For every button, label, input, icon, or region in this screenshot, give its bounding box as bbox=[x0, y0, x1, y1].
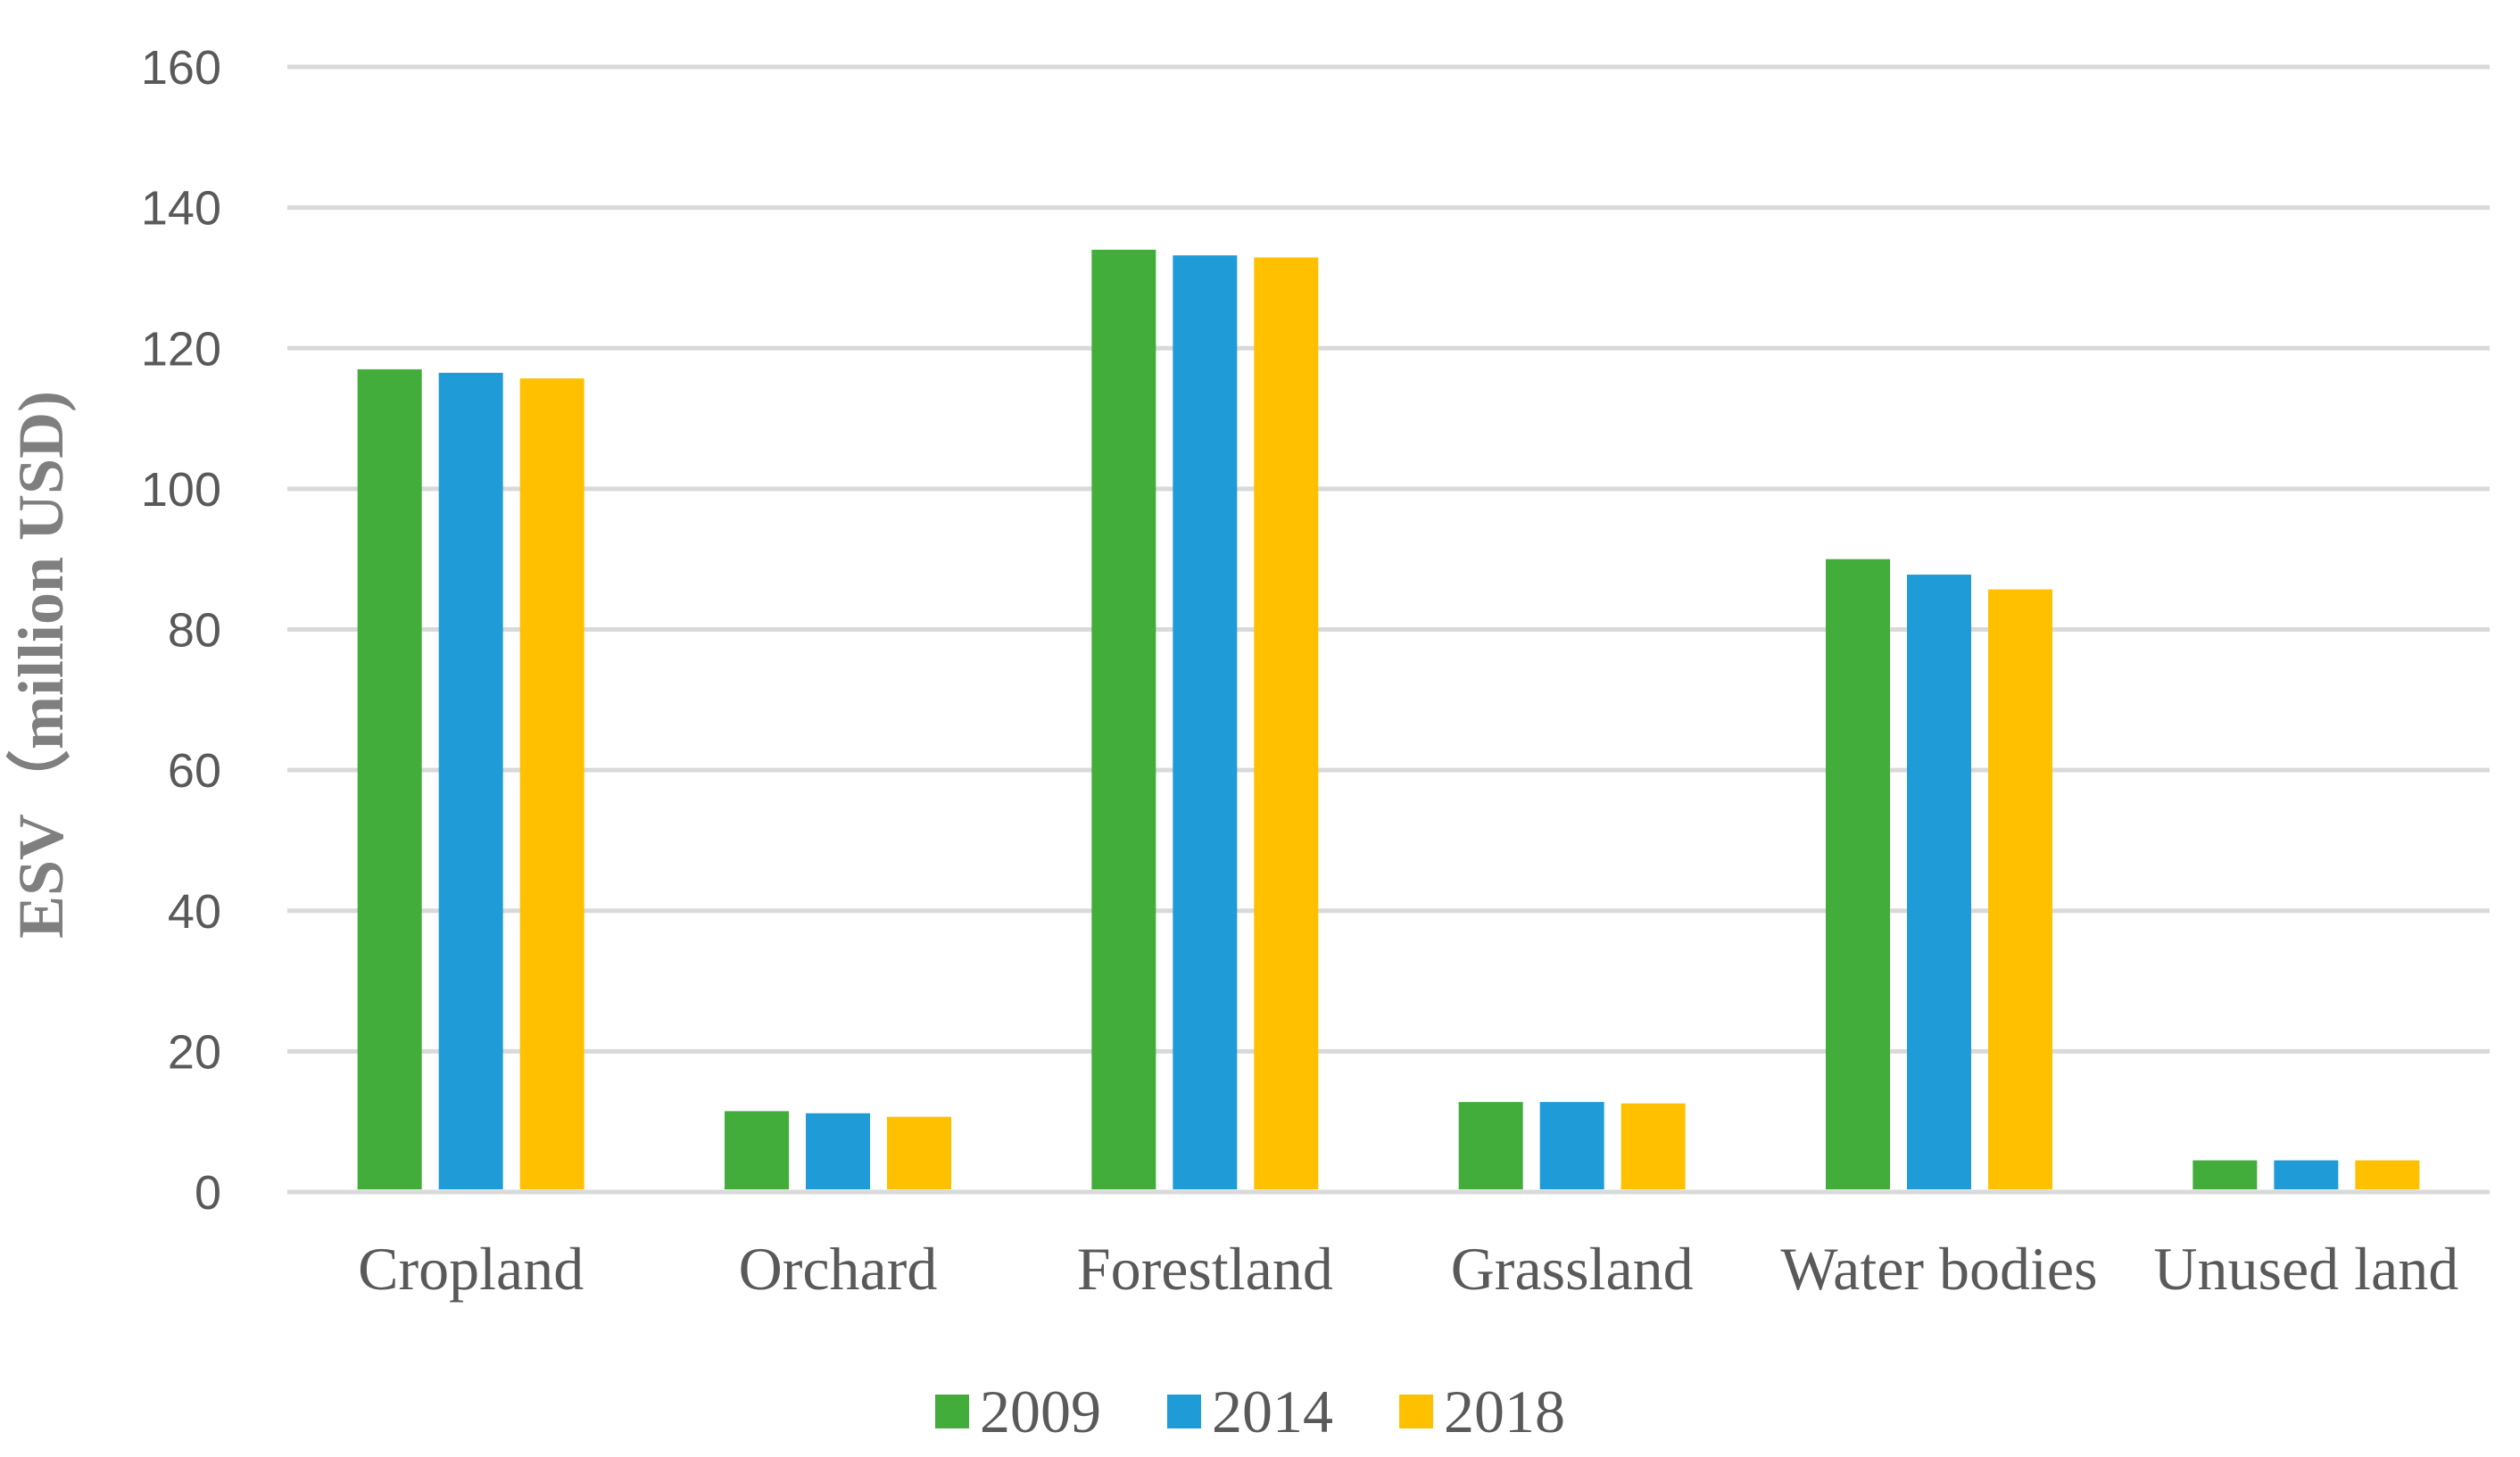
bar-cropland-2018 bbox=[519, 378, 584, 1189]
bars bbox=[357, 249, 2420, 1190]
legend-swatch-2018 bbox=[1399, 1395, 1433, 1428]
bar-unused-land-2014 bbox=[2274, 1160, 2339, 1189]
x-category-label: Grassland bbox=[1451, 1235, 1694, 1303]
bar-orchard-2014 bbox=[806, 1113, 870, 1189]
legend-label: 2018 bbox=[1444, 1378, 1565, 1445]
bar-cropland-2014 bbox=[438, 372, 503, 1190]
bar-water-bodies-2009 bbox=[1826, 559, 1890, 1189]
bar-forestland-2014 bbox=[1173, 255, 1238, 1189]
x-category-label: Water bodies bbox=[1780, 1235, 2097, 1303]
legend-label: 2014 bbox=[1212, 1378, 1333, 1445]
x-category-label: Orchard bbox=[739, 1235, 938, 1303]
y-tick-label: 140 bbox=[141, 182, 221, 236]
bar-orchard-2018 bbox=[887, 1116, 951, 1189]
y-tick-label: 160 bbox=[141, 41, 221, 95]
x-category-label: Forestland bbox=[1077, 1235, 1333, 1303]
x-axis-categories: Cropland Orchard Forestland Grassland Water … bbox=[358, 1235, 2458, 1303]
bar-cropland-2009 bbox=[357, 368, 422, 1189]
y-tick-label: 0 bbox=[195, 1166, 221, 1220]
legend-swatch-2014 bbox=[1167, 1395, 1201, 1428]
bar-water-bodies-2018 bbox=[1988, 589, 2052, 1189]
y-tick-label: 120 bbox=[141, 322, 221, 376]
bar-unused-land-2009 bbox=[2193, 1160, 2258, 1189]
y-axis-title: ESV（million USD) bbox=[5, 391, 77, 939]
bar-forestland-2009 bbox=[1091, 249, 1156, 1190]
bar-grassland-2014 bbox=[1539, 1102, 1604, 1189]
bar-unused-land-2018 bbox=[2355, 1160, 2420, 1189]
y-tick-label: 40 bbox=[168, 885, 221, 939]
y-tick-label: 60 bbox=[168, 744, 221, 798]
y-tick-label: 20 bbox=[168, 1025, 221, 1079]
bar-orchard-2009 bbox=[725, 1111, 789, 1189]
legend-label: 2009 bbox=[980, 1378, 1101, 1445]
bar-water-bodies-2014 bbox=[1907, 575, 1971, 1189]
gridlines bbox=[287, 64, 2490, 1195]
y-tick-label: 100 bbox=[141, 463, 221, 517]
x-category-label: Unused land bbox=[2153, 1235, 2458, 1303]
y-axis-ticks: 0 20 40 60 80 100 120 140 160 bbox=[141, 41, 221, 1220]
legend: 2009 2014 2018 bbox=[935, 1378, 1565, 1445]
bar-grassland-2009 bbox=[1458, 1102, 1523, 1189]
bar-grassland-2018 bbox=[1621, 1103, 1686, 1189]
x-category-label: Cropland bbox=[358, 1235, 584, 1303]
bar-forestland-2018 bbox=[1254, 257, 1319, 1189]
legend-swatch-2009 bbox=[935, 1395, 969, 1428]
y-tick-label: 80 bbox=[168, 604, 221, 658]
